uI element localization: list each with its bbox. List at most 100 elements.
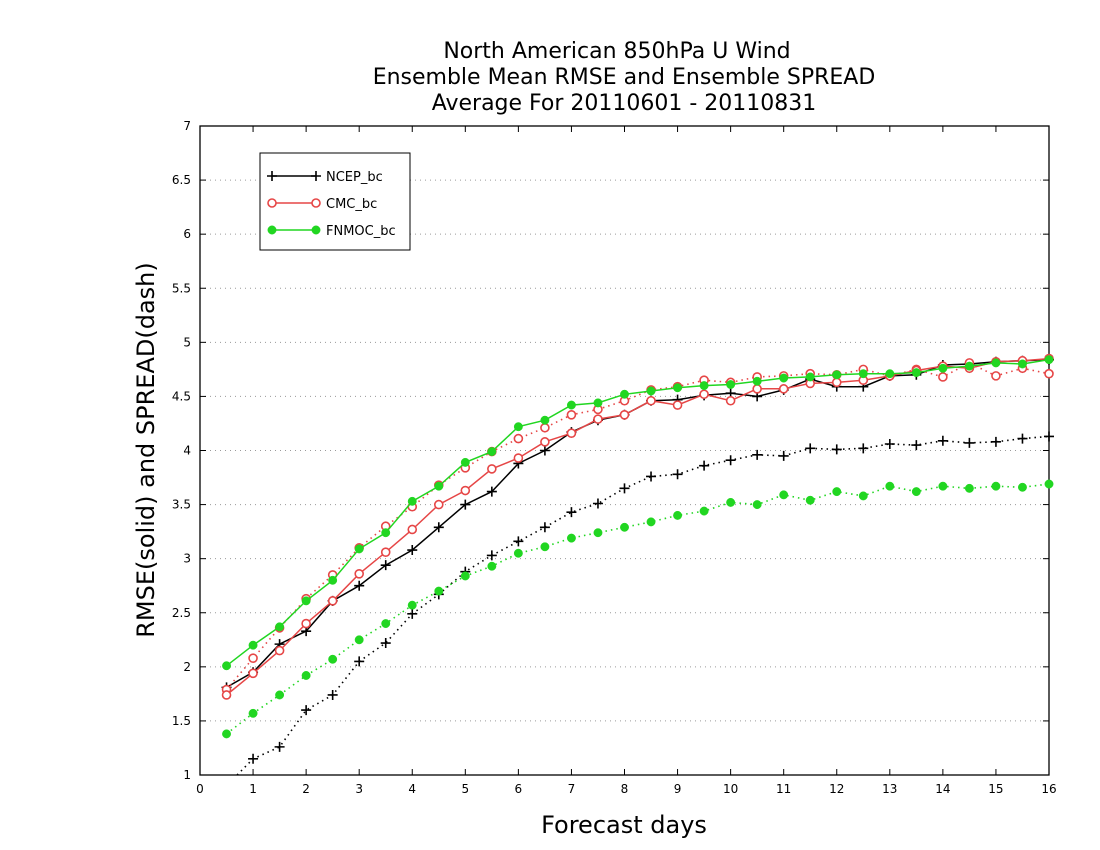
cmc-bc-rmse-point	[566, 428, 577, 438]
x-tick-label: 14	[935, 782, 950, 796]
axis-ticks: 11.522.533.544.555.566.570 1 2 3 4 5 6 7 8 9 10 11 1…	[172, 119, 1057, 796]
cmc-bc-rmse-point	[752, 384, 762, 394]
ncep-bc-spread-point	[619, 483, 630, 494]
fnmoc-bc-spread-point	[646, 517, 656, 527]
y-tick-label: 1	[183, 768, 191, 782]
x-tick-label: 0	[196, 782, 204, 796]
fnmoc-bc-spread-point	[726, 497, 736, 507]
y-tick-label: 4	[183, 444, 191, 458]
fnmoc-bc-rmse-point	[805, 372, 815, 382]
fnmoc-bc-rmse-point	[1044, 355, 1054, 365]
legend-marker	[267, 198, 277, 208]
fnmoc-bc-spread-point	[673, 510, 683, 520]
fnmoc-bc-spread-point	[434, 586, 444, 596]
y-tick-label: 6	[183, 227, 191, 241]
fnmoc-bc-rmse-point	[513, 422, 523, 432]
cmc-bc-spread-point	[513, 433, 524, 444]
cmc-bc-spread-point	[991, 371, 1001, 381]
cmc-bc-rmse-point	[699, 389, 709, 400]
chart-title: North American 850hPa U Wind Ensemble Me…	[373, 39, 876, 116]
fnmoc-bc-spread-point	[460, 571, 470, 581]
ncep-bc-spread-point	[248, 753, 259, 764]
fnmoc-bc-rmse-point	[381, 528, 391, 538]
fnmoc-bc-rmse-point	[964, 361, 974, 371]
cmc-bc-rmse-point	[460, 485, 471, 496]
legend-item-fnmoc-bc: FNMOC_bc	[267, 224, 396, 239]
ncep-bc-rmse-point	[433, 522, 444, 533]
fnmoc-bc-rmse-point	[646, 386, 656, 396]
x-tick-label: 13	[882, 782, 897, 796]
legend-item-cmc-bc: CMC_bc	[267, 197, 377, 212]
legend-box	[259, 152, 411, 251]
x-tick-label: 1	[249, 782, 257, 796]
fnmoc-bc-spread-point	[858, 491, 868, 501]
ncep-bc-spread-point	[672, 469, 683, 480]
fnmoc-bc-spread-point	[381, 619, 391, 629]
legend-label: FNMOC_bc	[326, 224, 396, 239]
legend-marker	[267, 225, 277, 235]
ncep-bc-spread-point	[407, 608, 418, 619]
ncep-bc-rmse-point	[380, 560, 391, 571]
cmc-bc-rmse-point	[540, 437, 550, 447]
fnmoc-bc-rmse-point	[540, 415, 550, 425]
cmc-bc-rmse-point	[274, 645, 285, 656]
legend-label: CMC_bc	[326, 197, 377, 212]
fnmoc-bc-spread-point	[513, 548, 523, 558]
x-tick-label: 6	[515, 782, 523, 796]
legend-marker	[267, 171, 277, 181]
chart-title-line-3: Average For 20110601 - 20110831	[432, 91, 817, 116]
x-tick-label: 2	[302, 782, 310, 796]
fnmoc-bc-rmse-point	[991, 358, 1001, 368]
ncep-bc-spread-point	[831, 444, 842, 455]
y-tick-label: 5.5	[172, 281, 191, 295]
ncep-bc-spread-point	[778, 450, 789, 461]
fnmoc-bc-rmse-line	[226, 358, 1050, 667]
fnmoc-bc-spread-point	[248, 708, 258, 718]
fnmoc-bc-rmse-point	[460, 457, 470, 467]
fnmoc-bc-spread-point	[328, 654, 338, 664]
x-tick-label: 9	[674, 782, 682, 796]
x-tick-label: 8	[621, 782, 629, 796]
ncep-bc-spread-line	[236, 435, 1050, 776]
fnmoc-bc-rmse-point	[726, 380, 736, 389]
series-fnmoc-bc	[222, 355, 1054, 739]
ncep-bc-spread-point	[1017, 433, 1028, 444]
ncep-bc-spread-point	[884, 439, 895, 450]
y-tick-label: 6.5	[172, 173, 191, 187]
ncep-bc-spread-point	[858, 443, 869, 454]
ncep-bc-spread-point	[646, 471, 657, 482]
cmc-bc-spread-point	[540, 422, 550, 433]
cmc-bc-rmse-point	[725, 395, 736, 406]
legend-marker	[311, 198, 321, 208]
ncep-bc-spread-point	[725, 455, 736, 466]
fnmoc-bc-spread-point	[752, 500, 762, 510]
cmc-bc-rmse-line	[226, 357, 1050, 696]
fnmoc-bc-rmse-point	[301, 596, 311, 606]
fnmoc-bc-spread-line	[226, 483, 1050, 735]
fnmoc-bc-rmse-point	[566, 400, 576, 410]
ncep-bc-spread-point	[964, 437, 975, 448]
fnmoc-bc-spread-point	[805, 495, 815, 505]
cmc-bc-spread-point	[248, 653, 258, 663]
y-tick-label: 3	[183, 552, 191, 566]
fnmoc-bc-rmse-point	[328, 575, 338, 585]
fnmoc-bc-spread-point	[354, 635, 364, 645]
ncep-bc-spread-point	[354, 656, 365, 667]
cmc-bc-spread-line	[225, 362, 1050, 691]
ncep-bc-spread-point	[805, 443, 816, 454]
ncep-bc-spread-point	[327, 689, 338, 700]
x-tick-label: 12	[829, 782, 844, 796]
cmc-bc-rmse-point	[248, 668, 258, 679]
ncep-bc-spread-point	[566, 507, 577, 518]
legend-item-ncep-bc: NCEP_bc	[267, 170, 383, 185]
fnmoc-bc-rmse-point	[487, 447, 497, 457]
fnmoc-bc-rmse-point	[779, 373, 789, 383]
fnmoc-bc-spread-point	[911, 487, 921, 497]
fnmoc-bc-spread-point	[964, 483, 974, 493]
cmc-bc-rmse-point	[646, 395, 656, 406]
legend-marker	[311, 225, 321, 235]
fnmoc-bc-spread-point	[779, 490, 789, 500]
fnmoc-bc-spread-point	[1044, 479, 1054, 489]
fnmoc-bc-rmse-point	[885, 369, 895, 379]
